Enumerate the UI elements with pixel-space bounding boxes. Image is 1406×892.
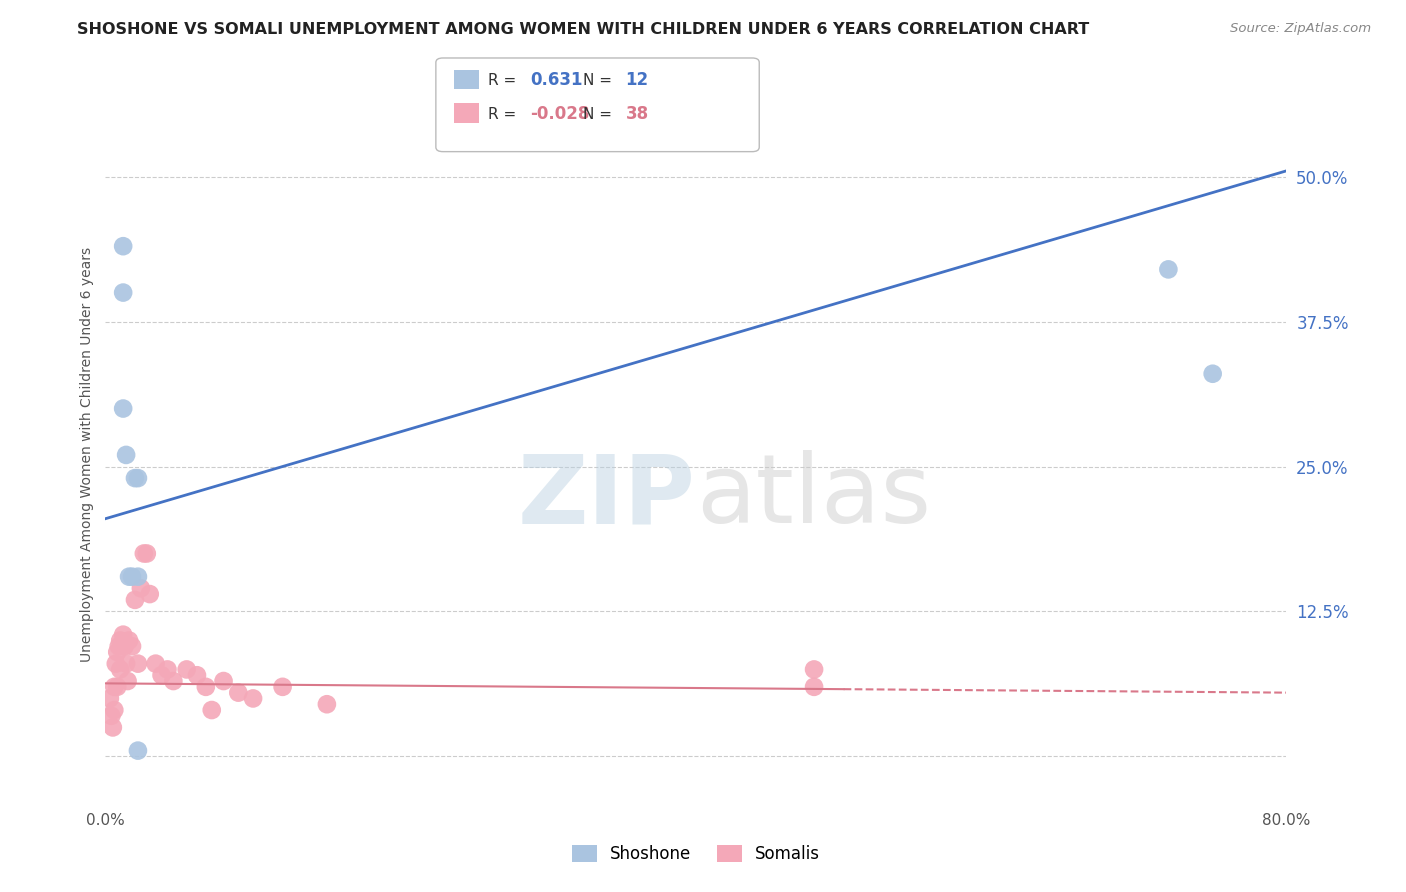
Point <box>194 680 217 694</box>
Text: ZIP: ZIP <box>517 450 696 543</box>
Text: R =: R = <box>488 73 522 87</box>
Point <box>112 628 135 642</box>
Text: N =: N = <box>583 107 617 121</box>
Point <box>112 401 135 416</box>
Point <box>118 570 141 584</box>
Point <box>100 708 122 723</box>
Point <box>103 703 125 717</box>
Point <box>117 674 139 689</box>
Text: N =: N = <box>583 73 617 87</box>
Point <box>186 668 208 682</box>
Point <box>110 633 132 648</box>
Point <box>135 546 157 561</box>
Point <box>103 680 125 694</box>
Point <box>145 657 167 671</box>
Point <box>212 674 235 689</box>
Text: 12: 12 <box>626 71 648 89</box>
Point <box>127 744 149 758</box>
Point <box>104 657 127 671</box>
Point <box>107 639 129 653</box>
Point <box>114 639 136 653</box>
Point <box>315 698 337 712</box>
Point <box>124 471 146 485</box>
Point <box>132 546 155 561</box>
Text: R =: R = <box>488 107 522 121</box>
Point <box>115 657 138 671</box>
Point <box>127 570 149 584</box>
Point <box>803 680 825 694</box>
Point <box>105 680 128 694</box>
Point <box>176 662 198 677</box>
Point <box>1201 367 1223 381</box>
Point <box>115 448 138 462</box>
Point <box>112 285 135 300</box>
Point <box>127 471 149 485</box>
Text: -0.028: -0.028 <box>530 105 589 123</box>
Point <box>138 587 162 601</box>
Point <box>127 657 149 671</box>
Point <box>1157 262 1180 277</box>
Point <box>98 691 121 706</box>
Point <box>129 582 152 596</box>
Text: atlas: atlas <box>696 450 931 543</box>
Text: SHOSHONE VS SOMALI UNEMPLOYMENT AMONG WOMEN WITH CHILDREN UNDER 6 YEARS CORRELAT: SHOSHONE VS SOMALI UNEMPLOYMENT AMONG WO… <box>77 22 1090 37</box>
Point <box>112 239 135 253</box>
Point <box>150 668 173 682</box>
Point <box>803 662 825 677</box>
Point <box>201 703 224 717</box>
Point <box>105 645 128 659</box>
Point <box>121 570 143 584</box>
Point <box>101 721 124 735</box>
Point <box>242 691 264 706</box>
Text: 38: 38 <box>626 105 648 123</box>
Point <box>118 633 141 648</box>
Point <box>121 639 143 653</box>
Text: 0.631: 0.631 <box>530 71 582 89</box>
Point <box>162 674 184 689</box>
Point <box>228 686 250 700</box>
Point <box>110 662 132 677</box>
Point <box>156 662 179 677</box>
Point <box>124 592 146 607</box>
Legend: Shoshone, Somalis: Shoshone, Somalis <box>564 836 828 871</box>
Point <box>271 680 294 694</box>
Y-axis label: Unemployment Among Women with Children Under 6 years: Unemployment Among Women with Children U… <box>80 247 94 663</box>
Text: Source: ZipAtlas.com: Source: ZipAtlas.com <box>1230 22 1371 36</box>
